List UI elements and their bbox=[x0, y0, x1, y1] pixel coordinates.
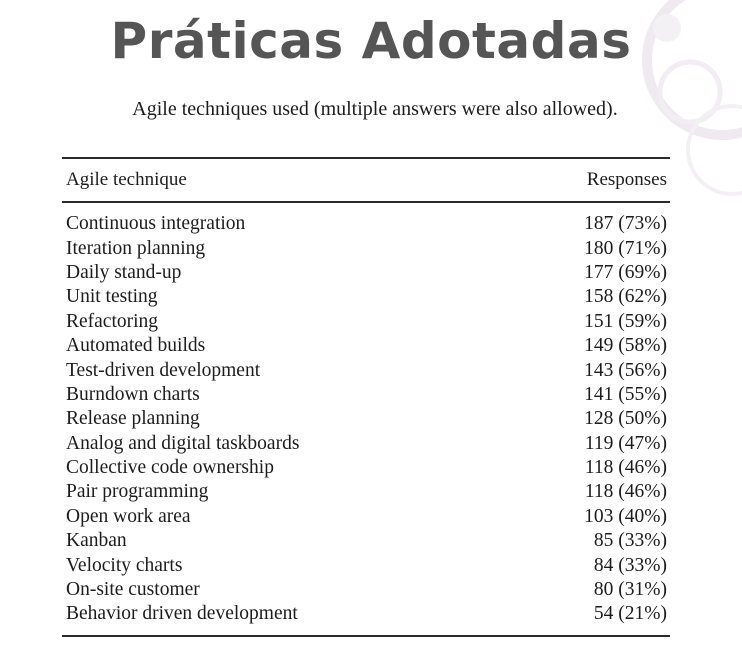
technique-cell: Continuous integration bbox=[66, 213, 246, 235]
technique-cell: Pair programming bbox=[66, 481, 209, 503]
table-row: Unit testing 158 (62%) bbox=[62, 285, 670, 309]
table-row: Release planning 128 (50%) bbox=[62, 407, 670, 431]
table-row: Pair programming 118 (46%) bbox=[62, 480, 670, 504]
responses-cell: 143 (56%) bbox=[584, 359, 667, 381]
responses-cell: 85 (33%) bbox=[593, 530, 667, 552]
responses-cell: 54 (21%) bbox=[593, 603, 667, 625]
table-row: Behavior driven development 54 (21%) bbox=[62, 602, 670, 626]
table-row: Burndown charts 141 (55%) bbox=[62, 383, 670, 407]
technique-cell: Iteration planning bbox=[66, 237, 206, 259]
technique-cell: Collective code ownership bbox=[66, 457, 274, 479]
slide-title: Práticas Adotadas bbox=[110, 12, 632, 70]
table-row: Iteration planning 180 (71%) bbox=[62, 236, 670, 260]
table-row: Velocity charts 84 (33%) bbox=[62, 553, 670, 577]
technique-cell: Kanban bbox=[66, 530, 127, 552]
responses-cell: 141 (55%) bbox=[584, 383, 667, 405]
technique-cell: Test-driven development bbox=[66, 359, 261, 381]
table-row: Collective code ownership 118 (46%) bbox=[62, 456, 670, 480]
responses-cell: 80 (31%) bbox=[593, 579, 667, 601]
table-caption: Agile techniques used (multiple answers … bbox=[132, 98, 618, 120]
technique-cell: Burndown charts bbox=[66, 383, 200, 405]
table-row: Daily stand-up 177 (69%) bbox=[62, 261, 670, 285]
technique-cell: Open work area bbox=[66, 505, 191, 527]
column-header-technique: Agile technique bbox=[66, 169, 187, 190]
table-row: Test-driven development 143 (56%) bbox=[62, 358, 670, 382]
responses-cell: 149 (58%) bbox=[584, 335, 667, 357]
technique-cell: Refactoring bbox=[66, 310, 159, 332]
table-bottom-rule bbox=[62, 634, 670, 637]
technique-cell: Analog and digital taskboards bbox=[66, 432, 300, 454]
technique-cell: Behavior driven development bbox=[66, 603, 298, 625]
agile-techniques-table: Agile technique Responses Continuous int… bbox=[62, 157, 670, 637]
technique-cell: Unit testing bbox=[66, 286, 158, 308]
responses-cell: 119 (47%) bbox=[584, 432, 667, 454]
responses-cell: 128 (50%) bbox=[584, 408, 667, 430]
table-header-row: Agile technique Responses bbox=[62, 159, 670, 201]
table-top-rule bbox=[62, 157, 670, 159]
responses-cell: 187 (73%) bbox=[584, 213, 667, 235]
column-header-responses: Responses bbox=[586, 169, 667, 190]
technique-cell: On-site customer bbox=[66, 579, 200, 601]
table-row: Analog and digital taskboards 119 (47%) bbox=[62, 432, 670, 456]
table-header-rule bbox=[62, 201, 670, 203]
table-row: Refactoring 151 (59%) bbox=[62, 310, 670, 334]
technique-cell: Automated builds bbox=[66, 335, 206, 357]
responses-cell: 151 (59%) bbox=[584, 310, 667, 332]
responses-cell: 118 (46%) bbox=[584, 457, 667, 479]
table-row: Kanban 85 (33%) bbox=[62, 529, 670, 553]
responses-cell: 158 (62%) bbox=[584, 286, 667, 308]
technique-cell: Velocity charts bbox=[66, 554, 183, 576]
table-row: Open work area 103 (40%) bbox=[62, 505, 670, 529]
table-row: Continuous integration 187 (73%) bbox=[62, 212, 670, 236]
responses-cell: 177 (69%) bbox=[584, 261, 667, 283]
responses-cell: 84 (33%) bbox=[593, 554, 667, 576]
table-row: On-site customer 80 (31%) bbox=[62, 578, 670, 602]
technique-cell: Release planning bbox=[66, 408, 200, 430]
responses-cell: 180 (71%) bbox=[584, 237, 667, 259]
responses-cell: 103 (40%) bbox=[584, 505, 667, 527]
table-row: Automated builds 149 (58%) bbox=[62, 334, 670, 358]
technique-cell: Daily stand-up bbox=[66, 261, 182, 283]
table-body: Continuous integration 187 (73%) Iteration… bbox=[62, 212, 670, 627]
responses-cell: 118 (46%) bbox=[584, 481, 667, 503]
